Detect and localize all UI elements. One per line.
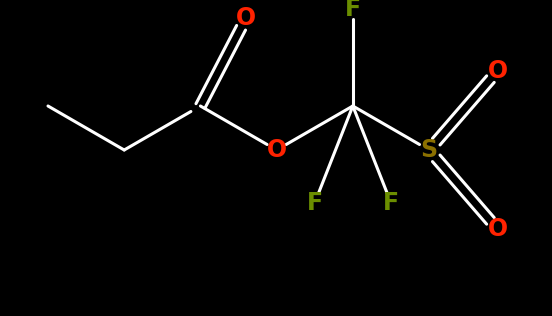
Text: F: F <box>345 0 361 21</box>
Text: O: O <box>487 217 508 241</box>
Text: S: S <box>421 138 438 162</box>
Text: F: F <box>383 191 399 215</box>
Text: O: O <box>487 59 508 83</box>
Text: O: O <box>236 6 256 30</box>
Text: O: O <box>267 138 286 162</box>
Text: F: F <box>307 191 323 215</box>
